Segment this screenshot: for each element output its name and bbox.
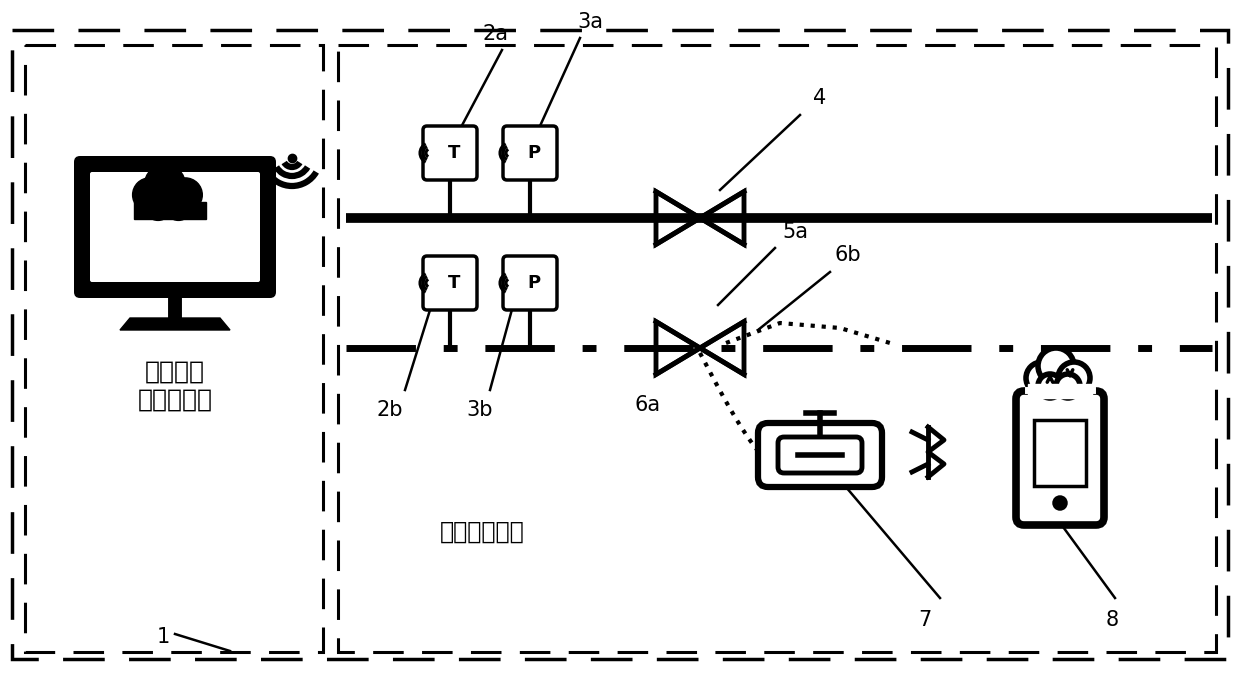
FancyBboxPatch shape <box>1016 391 1104 525</box>
Text: 楼栖热力入口: 楼栖热力入口 <box>440 520 525 544</box>
Circle shape <box>1038 374 1061 398</box>
Text: 8: 8 <box>1105 610 1118 630</box>
Circle shape <box>145 193 171 220</box>
FancyBboxPatch shape <box>74 156 277 298</box>
Circle shape <box>1038 348 1074 384</box>
Text: 2b: 2b <box>377 400 403 420</box>
Circle shape <box>1025 362 1058 394</box>
Circle shape <box>133 178 166 212</box>
Bar <box>1034 420 1086 486</box>
FancyBboxPatch shape <box>758 423 882 487</box>
Polygon shape <box>120 318 229 330</box>
Text: T: T <box>448 274 460 292</box>
Circle shape <box>1054 497 1066 509</box>
Text: 6a: 6a <box>635 395 661 415</box>
Text: 水力工况: 水力工况 <box>145 360 205 384</box>
Text: 5a: 5a <box>782 222 808 242</box>
Text: 6b: 6b <box>835 245 862 265</box>
Bar <box>1028 384 1092 398</box>
FancyBboxPatch shape <box>423 126 477 180</box>
Circle shape <box>145 164 185 205</box>
Circle shape <box>169 178 202 212</box>
FancyBboxPatch shape <box>423 256 477 310</box>
Bar <box>339 45 1216 652</box>
Text: 2a: 2a <box>482 24 508 44</box>
FancyBboxPatch shape <box>91 172 260 282</box>
Text: 监控服务器: 监控服务器 <box>138 388 212 412</box>
FancyBboxPatch shape <box>777 437 862 473</box>
Text: 7: 7 <box>919 610 931 630</box>
Text: T: T <box>448 144 460 162</box>
Bar <box>25 45 322 652</box>
Bar <box>134 202 206 218</box>
Text: 1: 1 <box>156 627 170 647</box>
Circle shape <box>1058 362 1090 394</box>
Text: 3a: 3a <box>577 12 603 32</box>
Circle shape <box>1056 374 1080 398</box>
Text: 3b: 3b <box>466 400 494 420</box>
Text: P: P <box>527 144 541 162</box>
FancyBboxPatch shape <box>503 126 557 180</box>
Circle shape <box>165 193 192 220</box>
FancyBboxPatch shape <box>503 256 557 310</box>
Text: P: P <box>527 274 541 292</box>
Text: 4: 4 <box>813 88 827 108</box>
